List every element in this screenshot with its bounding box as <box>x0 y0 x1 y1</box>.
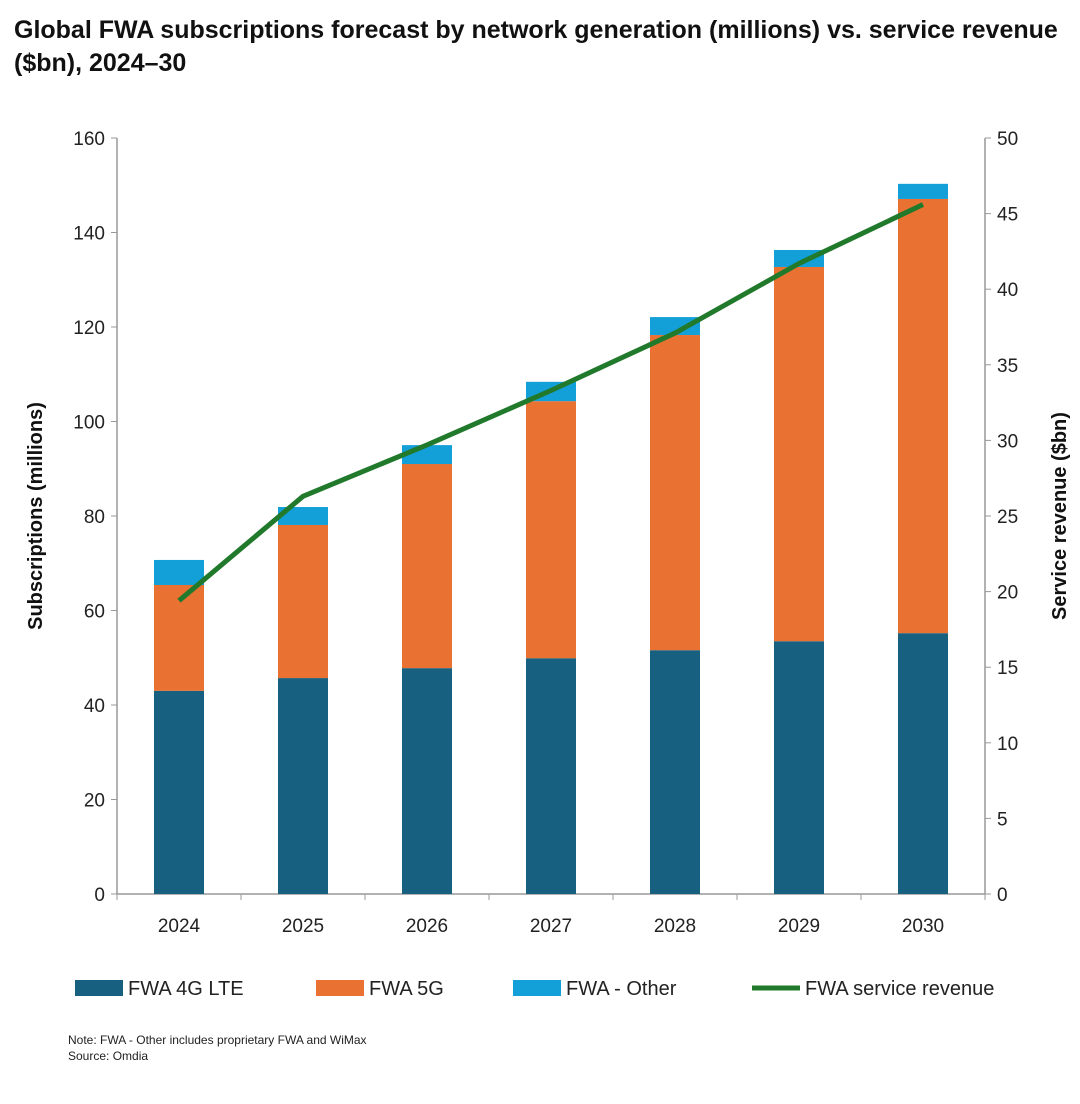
y-axis-label: Subscriptions (millions) <box>25 402 47 630</box>
bar-fwa-5g-2024 <box>154 584 204 691</box>
bar-fwa-4g-lte-2030 <box>898 633 948 894</box>
x-tick-label: 2025 <box>282 916 324 937</box>
right-tick-label: 25 <box>997 507 1018 528</box>
chart-notes: Note: FWA - Other includes proprietary F… <box>68 1032 367 1064</box>
bar-fwa-4g-lte-2024 <box>154 690 204 894</box>
legend-swatch <box>75 980 123 996</box>
bar-fwa-5g-2029 <box>774 266 824 642</box>
x-tick-label: 2027 <box>530 916 572 937</box>
bar-fwa-5g-2026 <box>402 464 452 669</box>
legend-label: FWA 4G LTE <box>128 978 244 1000</box>
bar-fwa-5g-2028 <box>650 335 700 651</box>
left-tick-label: 140 <box>73 224 105 245</box>
bar-fwa-other-2025 <box>278 507 328 525</box>
bar-fwa-5g-2030 <box>898 198 948 634</box>
right-tick-label: 20 <box>997 583 1018 604</box>
left-tick-label: 100 <box>73 413 105 434</box>
x-tick-label: 2029 <box>778 916 820 937</box>
right-tick-label: 45 <box>997 205 1018 226</box>
legend-label: FWA - Other <box>566 978 677 1000</box>
right-tick-label: 10 <box>997 734 1018 755</box>
right-tick-label: 15 <box>997 658 1018 679</box>
bar-fwa-4g-lte-2025 <box>278 678 328 894</box>
x-tick-label: 2028 <box>654 916 696 937</box>
bar-fwa-other-2024 <box>154 559 204 585</box>
left-tick-label: 60 <box>84 602 105 623</box>
bar-fwa-other-2028 <box>650 317 700 336</box>
left-tick-label: 0 <box>94 885 105 906</box>
bar-fwa-5g-2027 <box>526 401 576 659</box>
right-tick-label: 5 <box>997 809 1008 830</box>
y2-axis-label: Service revenue ($bn) <box>1049 412 1071 620</box>
bar-fwa-4g-lte-2026 <box>402 668 452 894</box>
legend-label: FWA 5G <box>369 978 444 1000</box>
bar-fwa-5g-2025 <box>278 524 328 679</box>
left-tick-label: 40 <box>84 696 105 717</box>
left-tick-label: 80 <box>84 507 105 528</box>
legend-swatch <box>316 980 364 996</box>
right-tick-label: 40 <box>997 280 1018 301</box>
right-tick-label: 30 <box>997 431 1018 452</box>
right-tick-label: 50 <box>997 129 1018 150</box>
x-tick-label: 2026 <box>406 916 448 937</box>
x-tick-label: 2030 <box>902 916 944 937</box>
source-text: Source: Omdia <box>68 1049 149 1063</box>
bar-fwa-other-2030 <box>898 183 948 199</box>
left-tick-label: 160 <box>73 129 105 150</box>
left-tick-label: 20 <box>84 791 105 812</box>
bar-fwa-4g-lte-2028 <box>650 650 700 894</box>
legend-swatch <box>513 980 561 996</box>
bar-fwa-4g-lte-2027 <box>526 658 576 894</box>
left-tick-label: 120 <box>73 318 105 339</box>
chart-title: Global FWA subscriptions forecast by net… <box>14 16 1058 77</box>
right-tick-label: 35 <box>997 356 1018 377</box>
right-tick-label: 0 <box>997 885 1008 906</box>
x-tick-label: 2024 <box>158 916 201 937</box>
note-text: Note: FWA - Other includes proprietary F… <box>68 1033 367 1047</box>
bar-fwa-4g-lte-2029 <box>774 641 824 894</box>
legend-label: FWA service revenue <box>805 978 994 1000</box>
bar-fwa-other-2029 <box>774 249 824 267</box>
